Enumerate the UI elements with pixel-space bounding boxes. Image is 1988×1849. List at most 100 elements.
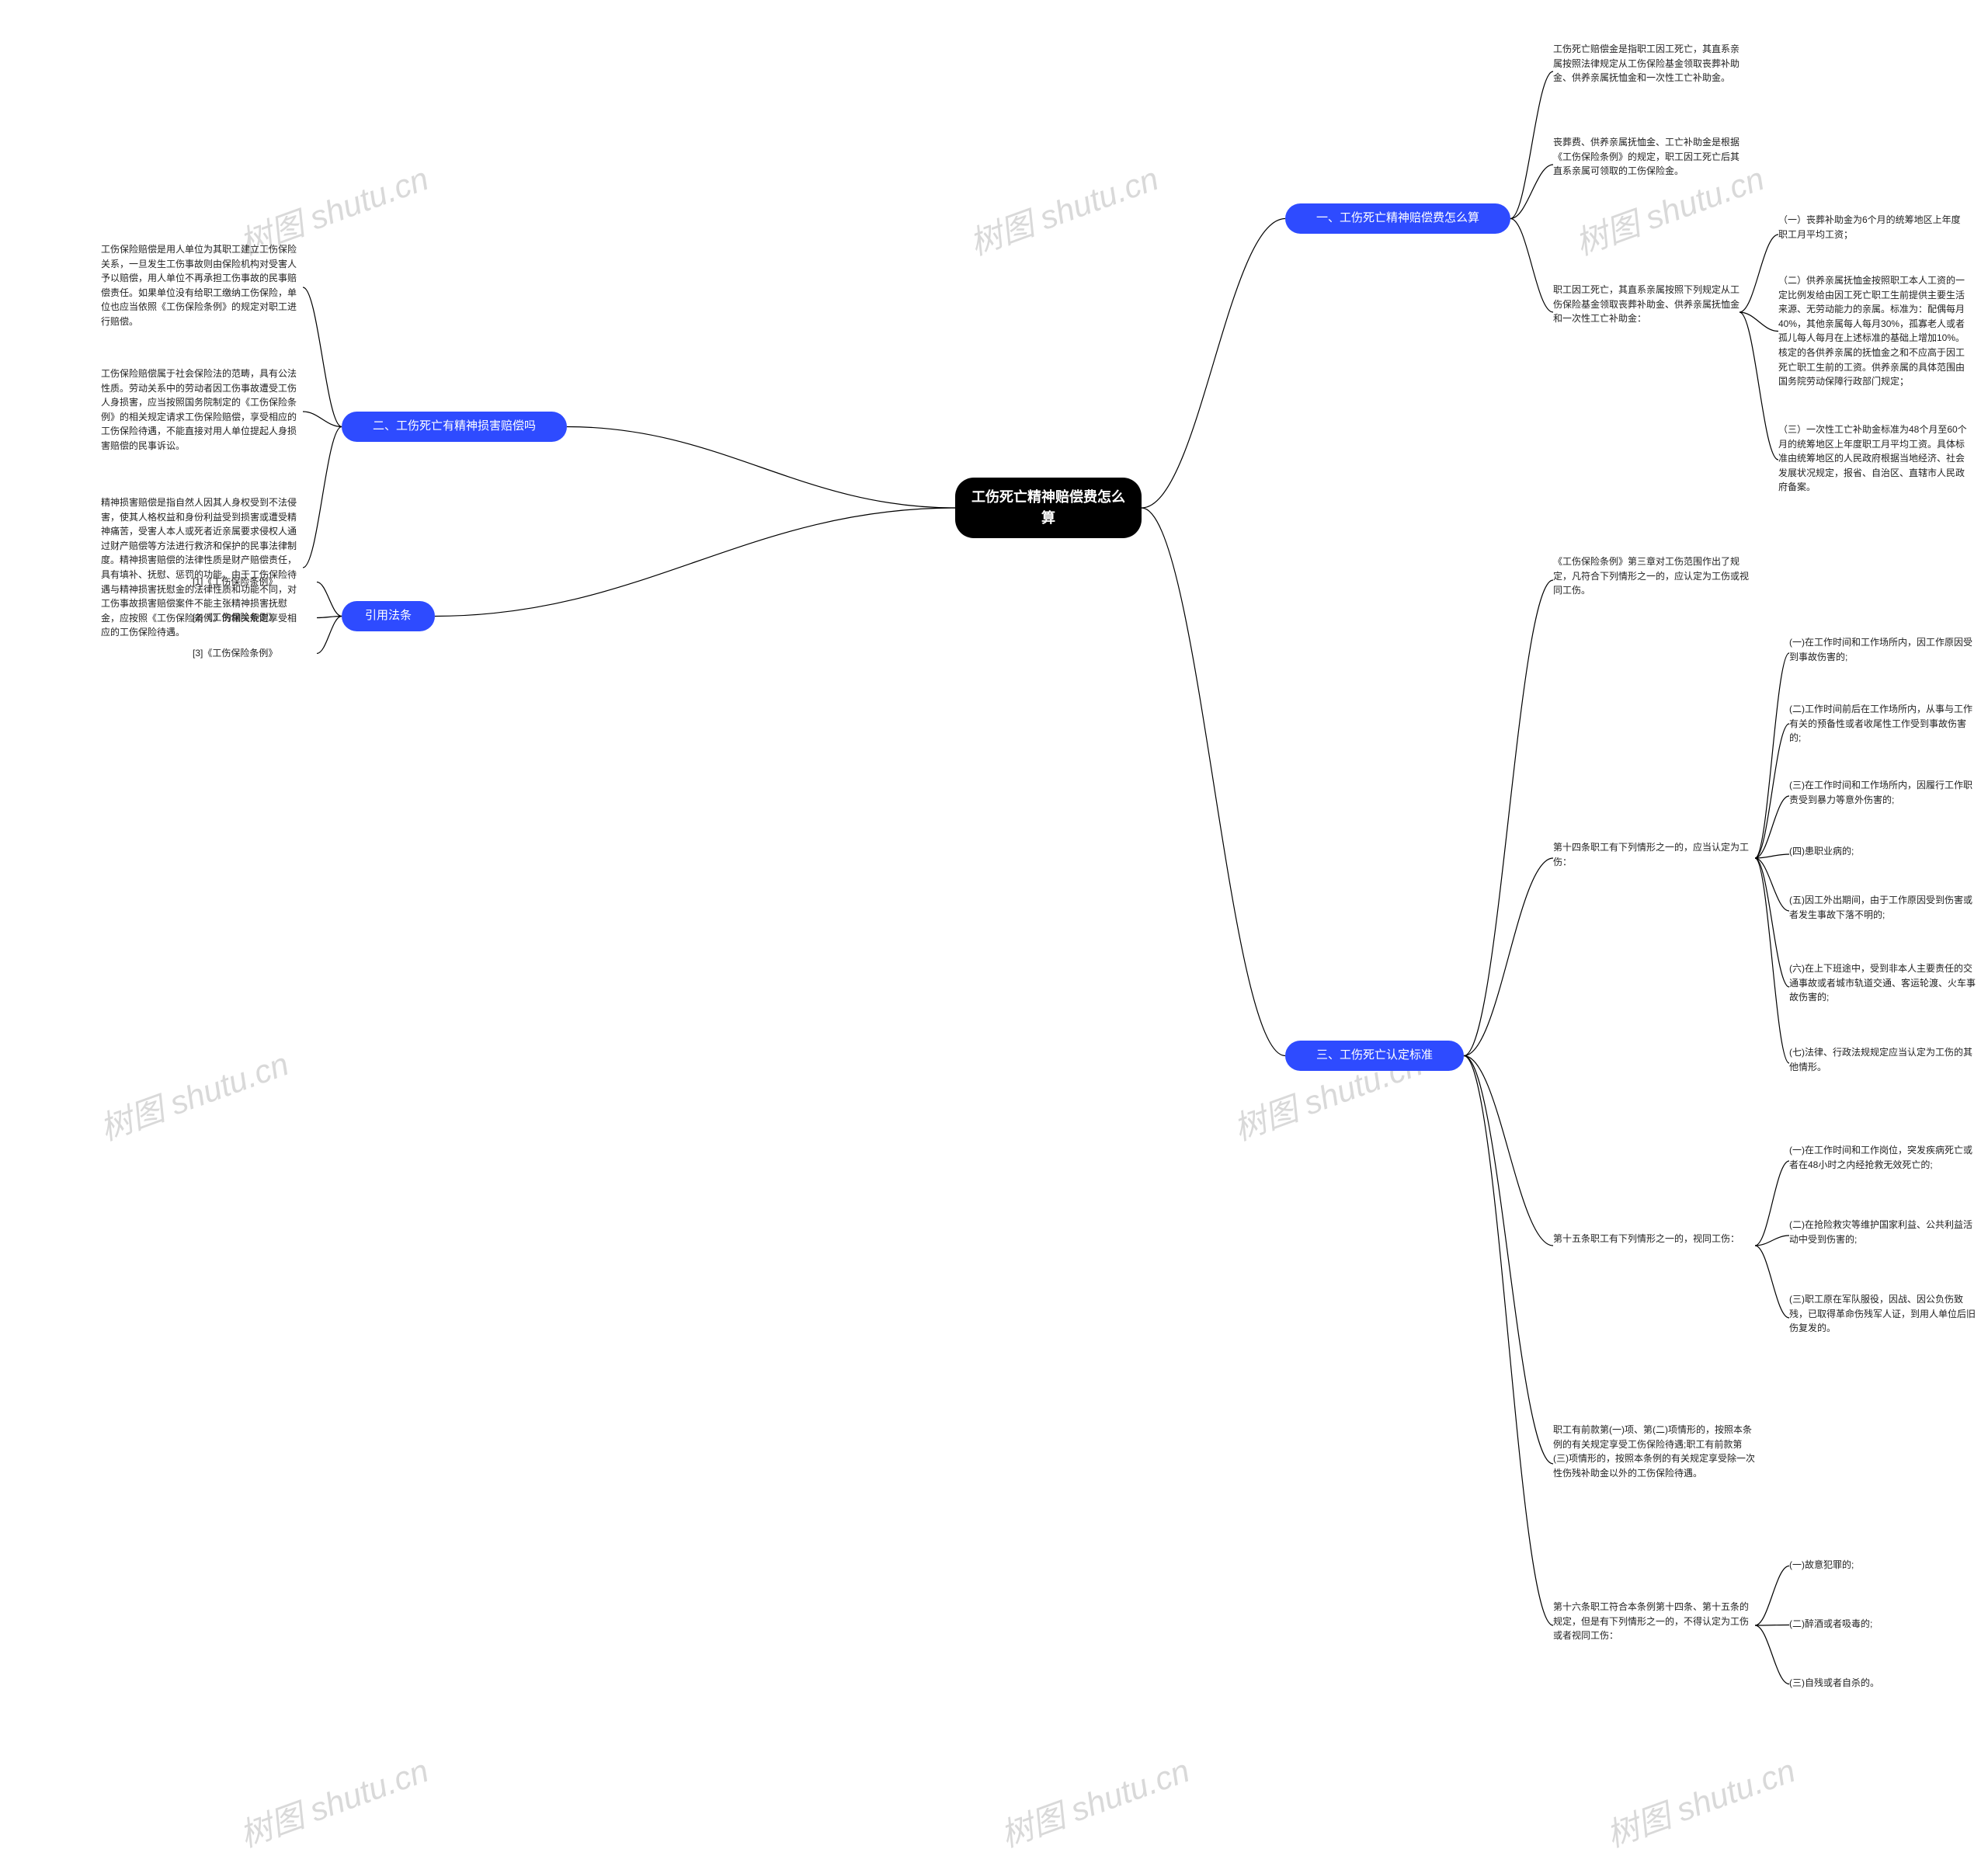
node-text: (三)职工原在军队服役，因战、因公负伤致残，已取得革命伤残军人证，到用人单位后旧… (1789, 1292, 1976, 1336)
node-text: (一)在工作时间和工作岗位，突发疾病死亡或者在48小时之内经抢救无效死亡的; (1789, 1143, 1976, 1172)
node-b3_l2_d: (四)患职业病的; (1789, 843, 1976, 866)
mindmap-stage: 树图 shutu.cn 树图 shutu.cn 树图 shutu.cn 树图 shut… (0, 0, 1988, 1849)
edge (1755, 1236, 1789, 1246)
node-b3_l5: 第十六条职工符合本条例第十四条、第十五条的规定，但是有下列情形之一的，不得认定为… (1553, 1598, 1755, 1653)
node-b1_l2: 丧葬费、供养亲属抚恤金、工亡补助金是根据《工伤保险条例》的规定，职工因工死亡后其… (1553, 134, 1740, 196)
node-b1_l3_a: （一）丧葬补助金为6个月的统筹地区上年度职工月平均工资； (1778, 211, 1965, 258)
edge (1464, 580, 1553, 1056)
node-b3_l2_b: (二)工作时间前后在工作场所内，从事与工作有关的预备性或者收尾性工作受到事故伤害… (1789, 700, 1976, 747)
node-b2_l2: 工伤保险赔偿属于社会保险法的范畴，具有公法性质。劳动关系中的劳动者因工伤事故遭受… (101, 365, 303, 458)
node-b3_l2_g: (七)法律、行政法规规定应当认定为工伤的其他情形。 (1789, 1044, 1976, 1083)
edge (1755, 854, 1789, 858)
node-b3_l4: 职工有前款第(一)项、第(二)项情形的，按照本条例的有关规定享受工伤保险待遇;职… (1553, 1421, 1755, 1507)
edge (303, 412, 342, 427)
edge (1755, 1625, 1789, 1626)
node-b3_l3_b: (二)在抢险救灾等维护国家利益、公共利益活动中受到伤害的; (1789, 1216, 1976, 1255)
watermark: 树图 shutu.cn (1599, 1745, 1801, 1849)
node-text: 工伤保险赔偿是用人单位为其职工建立工伤保险关系，一旦发生工伤事故则由保险机构对受… (101, 242, 303, 329)
node-b1: 一、工伤死亡精神赔偿费怎么算 (1285, 203, 1510, 234)
node-b3: 三、工伤死亡认定标准 (1285, 1041, 1464, 1071)
node-b3_l2_e: (五)因工外出期间，由于工作原因受到伤害或者发生事故下落不明的; (1789, 891, 1976, 930)
node-b3_l5_b: (二)醉酒或者吸毒的; (1789, 1615, 1945, 1635)
edge (1740, 312, 1778, 460)
node-b2: 二、工伤死亡有精神损害赔偿吗 (342, 412, 567, 442)
edge (1755, 724, 1789, 858)
node-b4: 引用法条 (342, 601, 435, 631)
watermark: 树图 shutu.cn (993, 1745, 1195, 1849)
edge (1755, 1161, 1789, 1246)
node-b4_l1: [1]《工伤保险条例》 (193, 573, 317, 591)
node-b3_l3_c: (三)职工原在军队服役，因战、因公负伤致残，已取得革命伤残军人证，到用人单位后旧… (1789, 1291, 1976, 1345)
node-center: 工伤死亡精神赔偿费怎么 算 (955, 478, 1142, 538)
edge (1755, 653, 1789, 858)
edge (1755, 858, 1789, 911)
node-label: 一、工伤死亡精神赔偿费怎么算 (1316, 210, 1479, 228)
node-b4_l3: [3]《工伤保险条例》 (193, 645, 317, 662)
node-text: （一）丧葬补助金为6个月的统筹地区上年度职工月平均工资； (1778, 213, 1965, 242)
node-text: (二)醉酒或者吸毒的; (1789, 1617, 1945, 1632)
edge (317, 617, 342, 618)
node-text: (二)在抢险救灾等维护国家利益、公共利益活动中受到伤害的; (1789, 1218, 1976, 1246)
node-text: 《工伤保险条例》第三章对工伤范围作出了规定，凡符合下列情形之一的，应认定为工伤或… (1553, 554, 1755, 598)
node-b1_l3: 职工因工死亡，其直系亲属按照下列规定从工伤保险基金领取丧葬补助金、供养亲属抚恤金… (1553, 281, 1740, 343)
node-b3_l2: 第十四条职工有下列情形之一的，应当认定为工伤： (1553, 839, 1755, 878)
edge (1510, 71, 1553, 219)
edge (1464, 1056, 1553, 1465)
node-text: (七)法律、行政法规规定应当认定为工伤的其他情形。 (1789, 1045, 1976, 1074)
node-text: 职工有前款第(一)项、第(二)项情形的，按照本条例的有关规定享受工伤保险待遇;职… (1553, 1423, 1755, 1480)
node-b3_l5_a: (一)故意犯罪的; (1789, 1556, 1945, 1576)
edge (435, 508, 955, 617)
edge (567, 427, 955, 509)
edge (1142, 508, 1285, 1056)
node-b1_l3_b: （二）供养亲属抚恤金按照职工本人工资的一定比例发给由因工死亡职工生前提供主要生活… (1778, 272, 1972, 391)
node-text: (四)患职业病的; (1789, 844, 1976, 859)
node-text: [3]《工伤保险条例》 (193, 646, 317, 661)
edge (303, 287, 342, 427)
node-b3_l5_c: (三)自残或者自杀的。 (1789, 1674, 1945, 1694)
edge (1464, 1056, 1553, 1626)
edge (1464, 858, 1553, 1056)
node-text: (一)故意犯罪的; (1789, 1558, 1945, 1573)
edge (1755, 796, 1789, 858)
edge (1755, 858, 1789, 987)
node-text: (一)在工作时间和工作场所内，因工作原因受到事故伤害的; (1789, 635, 1976, 664)
edge (1142, 219, 1285, 509)
watermark: 树图 shutu.cn (962, 153, 1164, 265)
edge (1510, 165, 1553, 219)
edge (1755, 1625, 1789, 1684)
watermark: 树图 shutu.cn (232, 1745, 434, 1849)
node-label: 三、工伤死亡认定标准 (1316, 1047, 1433, 1065)
node-text: (六)在上下班途中，受到非本人主要责任的交通事故或者城市轨道交通、客运轮渡、火车… (1789, 961, 1976, 1005)
node-b3_l3_a: (一)在工作时间和工作岗位，突发疾病死亡或者在48小时之内经抢救无效死亡的; (1789, 1142, 1976, 1180)
node-text: (三)自残或者自杀的。 (1789, 1676, 1945, 1691)
node-text: 丧葬费、供养亲属抚恤金、工亡补助金是根据《工伤保险条例》的规定，职工因工死亡后其… (1553, 135, 1740, 179)
node-b3_l3: 第十五条职工有下列情形之一的，视同工伤： (1553, 1230, 1755, 1261)
edge (1755, 1566, 1789, 1626)
edge (1510, 219, 1553, 313)
node-label: 工伤死亡精神赔偿费怎么 算 (971, 487, 1125, 529)
node-b3_l1: 《工伤保险条例》第三章对工伤范围作出了规定，凡符合下列情形之一的，应认定为工伤或… (1553, 553, 1755, 607)
node-text: （二）供养亲属抚恤金按照职工本人工资的一定比例发给由因工死亡职工生前提供主要生活… (1778, 273, 1972, 389)
edge (1740, 235, 1778, 312)
edge (303, 427, 342, 568)
node-text: （三）一次性工亡补助金标准为48个月至60个月的统筹地区上年度职工月平均工资。具… (1778, 422, 1972, 495)
node-text: 职工因工死亡，其直系亲属按照下列规定从工伤保险基金领取丧葬补助金、供养亲属抚恤金… (1553, 283, 1740, 326)
node-text: (二)工作时间前后在工作场所内，从事与工作有关的预备性或者收尾性工作受到事故伤害… (1789, 702, 1976, 746)
node-text: 工伤死亡赔偿金是指职工因工死亡，其直系亲属按照法律规定从工伤保险基金领取丧葬补助… (1553, 42, 1740, 85)
node-label: 二、工伤死亡有精神损害赔偿吗 (373, 418, 536, 436)
node-text: 第十五条职工有下列情形之一的，视同工伤： (1553, 1232, 1755, 1246)
node-text: (五)因工外出期间，由于工作原因受到伤害或者发生事故下落不明的; (1789, 893, 1976, 922)
node-text: 第十六条职工符合本条例第十四条、第十五条的规定，但是有下列情形之一的，不得认定为… (1553, 1600, 1755, 1643)
node-text: (三)在工作时间和工作场所内，因履行工作职责受到暴力等意外伤害的; (1789, 778, 1976, 807)
node-b3_l2_f: (六)在上下班途中，受到非本人主要责任的交通事故或者城市轨道交通、客运轮渡、火车… (1789, 960, 1976, 1014)
node-label: 引用法条 (365, 607, 412, 625)
node-b1_l3_c: （三）一次性工亡补助金标准为48个月至60个月的统筹地区上年度职工月平均工资。具… (1778, 421, 1972, 499)
edge (1464, 1056, 1553, 1246)
node-text: [2]《工伤保险条例》 (193, 610, 317, 625)
edge (1740, 312, 1778, 332)
edge (317, 582, 342, 617)
node-b3_l2_a: (一)在工作时间和工作场所内，因工作原因受到事故伤害的; (1789, 634, 1976, 673)
node-b3_l2_c: (三)在工作时间和工作场所内，因履行工作职责受到暴力等意外伤害的; (1789, 777, 1976, 815)
node-b1_l1: 工伤死亡赔偿金是指职工因工死亡，其直系亲属按照法律规定从工伤保险基金领取丧葬补助… (1553, 40, 1740, 103)
node-b2_l1: 工伤保险赔偿是用人单位为其职工建立工伤保险关系，一旦发生工伤事故则由保险机构对受… (101, 241, 303, 334)
